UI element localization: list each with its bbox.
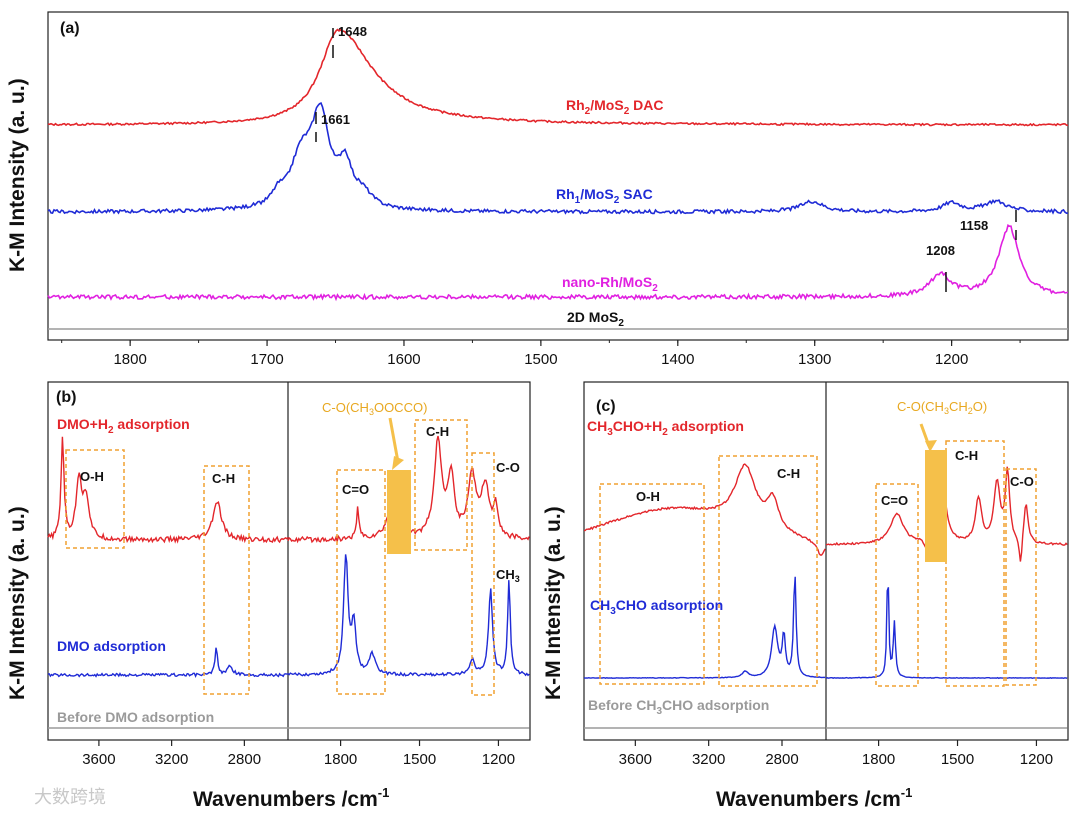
box-label-oh-b: O-H	[80, 469, 104, 484]
box-co-b	[471, 452, 495, 696]
box-co-double-c	[875, 483, 919, 687]
x-tick-label-a-1500: 1500	[524, 351, 557, 368]
box-label-co-double-b: C=O	[342, 482, 369, 497]
box-ch-c-right	[945, 440, 1005, 687]
series-line-rh1-mos2-sac	[47, 102, 1069, 215]
highlight-arrowhead-c	[925, 440, 937, 452]
x-axis-title-c: Wavenumbers /cm-1	[716, 785, 912, 811]
box-ch-b-left	[203, 465, 250, 695]
box-co-c	[1005, 468, 1037, 686]
x-tick-label-a-1800: 1800	[113, 351, 146, 368]
box-label-co-double-c: C=O	[881, 493, 908, 508]
box-oh-b	[65, 449, 125, 549]
box-oh-c	[599, 483, 705, 685]
box-label-ch-c-left: C-H	[777, 466, 800, 481]
panel-b: (b) 3600 3200 2800 1800 1500 1200 DMO+H2 adso…	[6, 381, 531, 811]
panel-b-label: (b)	[56, 389, 76, 406]
series-label-ch3cho: CH3CHO adsorption	[590, 597, 723, 617]
panel-a: (a) 1800 1700 1600 1500 1400 1300 1200 Rh2/MoS…	[6, 11, 1069, 368]
x-tick-label-a-1400: 1400	[661, 351, 694, 368]
panel-a-frame	[47, 11, 1069, 341]
x-tick-label-c-1500: 1500	[941, 751, 974, 768]
x-tick-label-b-1200: 1200	[482, 751, 515, 768]
highlight-band-c	[925, 450, 947, 562]
x-tick-label-b-1800: 1800	[324, 751, 357, 768]
series-label-dmo: DMO adsorption	[57, 638, 166, 654]
series-label-mos2: 2D MoS2	[567, 309, 624, 329]
x-tick-label-a-1700: 1700	[250, 351, 283, 368]
series-label-rh1: Rh1/MoS2 SAC	[556, 186, 653, 206]
y-axis-title-b: K-M Intensity (a. u.)	[6, 506, 29, 700]
x-tick-label-c-3600: 3600	[619, 751, 652, 768]
highlight-arrowhead-b	[392, 456, 404, 470]
box-label-co-c: C-O	[1010, 474, 1034, 489]
box-label-oh-c: O-H	[636, 489, 660, 504]
panel-b-frame	[47, 381, 531, 741]
svg-text:1208: 1208	[926, 243, 955, 258]
x-tick-label-b-1500: 1500	[403, 751, 436, 768]
x-tick-label-c-1200: 1200	[1020, 751, 1053, 768]
highlight-band-b	[387, 470, 411, 554]
svg-text:1158: 1158	[960, 218, 988, 233]
highlight-label-c: C-O(CH3CH2O)	[897, 399, 987, 416]
highlight-arrow-b	[388, 417, 400, 463]
series-label-rh2: Rh2/MoS2 DAC	[566, 97, 663, 117]
series-line-rh2-mos2-dac	[47, 28, 1069, 127]
box-ch-b-right	[414, 419, 468, 551]
panel-a-label: (a)	[60, 20, 80, 37]
y-axis-title-a: K-M Intensity (a. u.)	[6, 78, 29, 272]
series-label-nano: nano-Rh/MoS2	[562, 274, 658, 294]
svg-text:1661: 1661	[321, 112, 350, 127]
box-ch-c-left	[718, 455, 818, 687]
x-tick-label-a-1300: 1300	[798, 351, 831, 368]
x-tick-label-b-2800: 2800	[228, 751, 261, 768]
series-label-ch3cho-h2: CH3CHO+H2 adsorption	[587, 418, 744, 438]
peak-annotation-1661: 1661	[315, 112, 350, 142]
x-tick-label-c-3200: 3200	[692, 751, 725, 768]
x-tick-label-c-2800: 2800	[765, 751, 798, 768]
box-label-co-b: C-O	[496, 460, 520, 475]
box-label-ch-c-right: C-H	[955, 448, 978, 463]
box-label-ch-b-right: C-H	[426, 424, 449, 439]
watermark: 大数跨境	[34, 787, 106, 807]
peak-annotation-1648: 1648	[332, 24, 367, 58]
x-tick-label-a-1200: 1200	[935, 351, 968, 368]
y-axis-title-c: K-M Intensity (a. u.)	[542, 506, 565, 700]
ch3-label-b: CH3	[496, 567, 520, 584]
panel-c: (c) 3600 3200 2800 1800 1500 1200 CH3CHO+H2 a…	[542, 381, 1069, 811]
x-tick-label-c-1800: 1800	[862, 751, 895, 768]
series-line-nano-rh-mos2	[47, 224, 1069, 302]
x-axis-title-b: Wavenumbers /cm-1	[193, 785, 389, 811]
series-label-before-dmo: Before DMO adsorption	[57, 709, 214, 725]
series-label-dmo-h2: DMO+H2 adsorption	[57, 416, 190, 436]
box-co-double-b	[336, 469, 386, 695]
x-tick-label-b-3600: 3600	[82, 751, 115, 768]
panel-c-label: (c)	[596, 398, 616, 415]
svg-text:1648: 1648	[338, 24, 367, 39]
x-tick-label-a-1600: 1600	[387, 351, 420, 368]
peak-annotation-1208: 1208	[926, 243, 955, 292]
series-label-before-ch3cho: Before CH3CHO adsorption	[588, 697, 769, 717]
highlight-label-b: C-O(CH3OOCCO)	[322, 400, 427, 417]
x-tick-label-b-3200: 3200	[155, 751, 188, 768]
peak-annotation-1158: 1158	[960, 210, 1017, 240]
box-label-ch-b-left: C-H	[212, 471, 235, 486]
series-line-dmo-adsorption	[47, 554, 530, 678]
